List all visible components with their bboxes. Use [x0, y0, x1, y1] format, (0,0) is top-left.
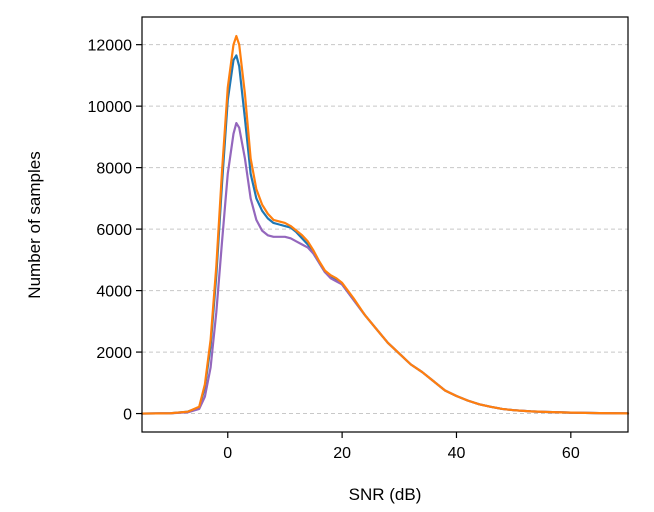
x-tick-label: 60 — [562, 445, 580, 462]
series-line-3 — [140, 34, 630, 415]
y-tick-label: 10000 — [88, 99, 133, 116]
x-tick-label: 40 — [448, 445, 466, 462]
x-axis: 0 20 40 60 — [223, 432, 580, 462]
y-tick-label: 8000 — [96, 161, 132, 178]
series-lines — [140, 34, 630, 415]
plot-frame — [141, 16, 629, 433]
y-axis-label: Number of samples — [25, 151, 44, 298]
y-tick-label: 12000 — [88, 38, 133, 55]
y-tick-label: 0 — [123, 407, 132, 424]
y-tick-label: 4000 — [96, 284, 132, 301]
y-axis: 0 2000 4000 6000 8000 10000 12000 — [88, 38, 142, 424]
series-line-1 — [140, 54, 630, 415]
y-tick-label: 6000 — [96, 222, 132, 239]
series-line-2 — [140, 121, 630, 415]
x-tick-label: 20 — [333, 445, 351, 462]
x-axis-label: SNR (dB) — [349, 485, 422, 504]
x-tick-label: 0 — [223, 445, 232, 462]
y-gridlines — [142, 44, 628, 415]
y-tick-label: 2000 — [96, 345, 132, 362]
